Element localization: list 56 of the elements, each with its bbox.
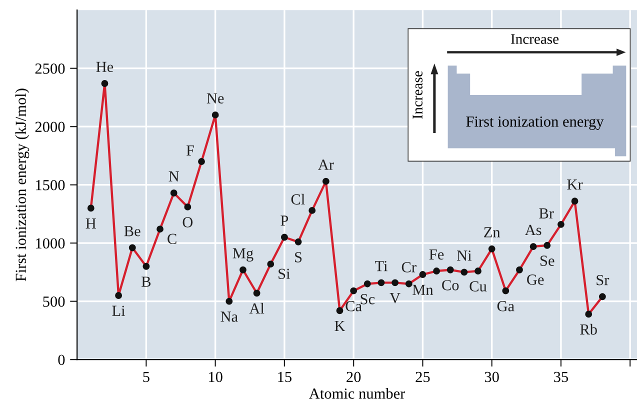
annotation: Br bbox=[539, 208, 554, 218]
annotation: O bbox=[182, 217, 193, 228]
x-axis-title: Atomic number bbox=[309, 388, 406, 399]
annotation: Ga bbox=[497, 301, 514, 312]
annotation: Be bbox=[124, 226, 140, 236]
annotation: Li bbox=[112, 306, 126, 316]
annotation: Cr bbox=[402, 262, 416, 272]
annotation: Ar bbox=[318, 160, 334, 170]
annotation: Mg bbox=[232, 248, 254, 262]
y-tick-label: 0 bbox=[58, 354, 65, 366]
annotation: F bbox=[186, 145, 194, 156]
annotation: Ni bbox=[456, 250, 472, 261]
annotation: Sc bbox=[360, 294, 375, 304]
annotation: Kr bbox=[567, 180, 583, 190]
y-tick-label: 1000 bbox=[36, 238, 65, 249]
annotation: Ge bbox=[527, 274, 544, 285]
y-tick-label: 500 bbox=[43, 296, 65, 307]
annotation: Zn bbox=[484, 227, 500, 238]
annotation: Al bbox=[249, 302, 264, 314]
annotation: Cu bbox=[470, 281, 487, 292]
annotation: Ti bbox=[374, 260, 388, 272]
annotation: P bbox=[280, 216, 288, 226]
y-tick-label: 1500 bbox=[36, 180, 65, 190]
annotation: H bbox=[86, 218, 96, 228]
annotation: Mn bbox=[412, 284, 434, 295]
annotation: S bbox=[295, 252, 302, 262]
x-tick-label: 10 bbox=[209, 372, 222, 382]
annotation: Fe bbox=[429, 249, 444, 260]
annotation: Increase bbox=[511, 34, 559, 44]
annotation: Co bbox=[442, 280, 459, 290]
annotation: Increase bbox=[412, 71, 422, 119]
x-tick-label: 5 bbox=[143, 372, 150, 382]
annotation: Rb bbox=[580, 324, 597, 335]
y-axis-title: First ionization energy (kJ/mol) bbox=[15, 88, 30, 282]
annotation: Cl bbox=[291, 194, 305, 205]
x-tick-label: 30 bbox=[484, 372, 499, 382]
x-tick-label: 25 bbox=[416, 372, 430, 382]
x-tick-label: 35 bbox=[554, 372, 568, 382]
x-tick-label: 15 bbox=[278, 372, 292, 382]
annotation: He bbox=[96, 62, 114, 72]
annotation: B bbox=[142, 276, 151, 287]
annotation: First ionization energy bbox=[466, 116, 604, 130]
annotation: As bbox=[524, 224, 542, 236]
annotation: Sr bbox=[596, 274, 610, 286]
annotation: Ca bbox=[346, 301, 362, 312]
annotation: Ne bbox=[206, 93, 224, 104]
annotation: K bbox=[334, 320, 346, 331]
annotation: N bbox=[168, 171, 180, 182]
annotation: V bbox=[390, 293, 400, 304]
annotation: Si bbox=[278, 268, 290, 279]
x-tick-label: 20 bbox=[346, 372, 361, 382]
y-tick-label: 2500 bbox=[35, 63, 65, 74]
annotation: Se bbox=[540, 256, 554, 266]
annotation: C bbox=[168, 234, 176, 244]
y-tick-label: 2000 bbox=[35, 122, 65, 132]
annotation: Na bbox=[220, 312, 238, 322]
